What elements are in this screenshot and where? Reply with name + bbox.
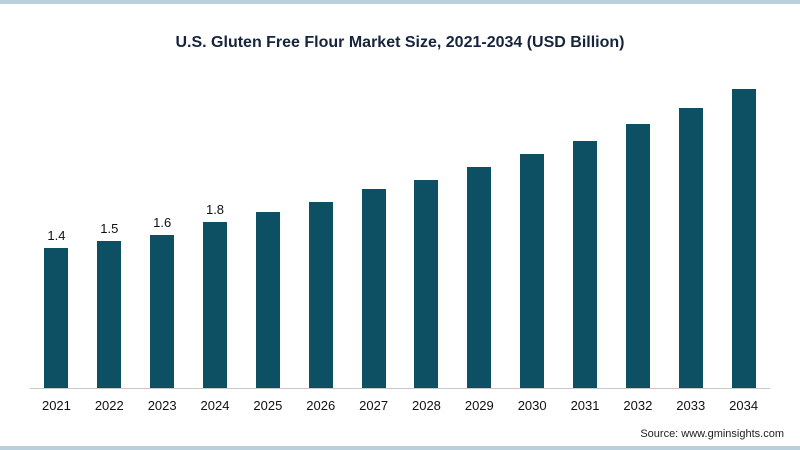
bar-2024 — [203, 222, 227, 388]
bar-column-2024: 1.8 — [189, 202, 242, 388]
bar-column-2023: 1.6 — [136, 215, 189, 388]
x-tick-2029: 2029 — [464, 398, 494, 413]
bar-2029 — [467, 167, 492, 388]
bar-column-2028 — [400, 160, 453, 388]
bar-column-2021: 1.4 — [30, 228, 83, 388]
bar-column-2034 — [717, 69, 770, 388]
bar-2028 — [414, 180, 439, 388]
bar-column-2031 — [559, 121, 612, 388]
x-tick-2034: 2034 — [729, 398, 759, 413]
chart-title: U.S. Gluten Free Flour Market Size, 2021… — [175, 34, 625, 51]
x-tick-2024: 2024 — [200, 398, 230, 413]
plot-area: 1.4 1.5 1.6 1.8 — [30, 84, 770, 389]
bar-2021 — [44, 248, 69, 388]
x-tick-2025: 2025 — [253, 398, 283, 413]
bar-2027 — [361, 189, 386, 388]
value-label-2023: 1.6 — [153, 215, 172, 230]
x-tick-2032: 2032 — [623, 398, 653, 413]
x-tick-2027: 2027 — [359, 398, 389, 413]
x-tick-2022: 2022 — [94, 398, 124, 413]
bar-column-2022: 1.5 — [83, 221, 136, 388]
value-label-2021: 1.4 — [47, 228, 66, 243]
bar-column-2027 — [347, 169, 400, 388]
top-accent-bar — [0, 0, 800, 4]
bar-column-2029 — [453, 147, 506, 388]
x-tick-2033: 2033 — [676, 398, 706, 413]
bar-2022 — [97, 241, 122, 388]
x-tick-2028: 2028 — [411, 398, 441, 413]
bar-column-2032 — [611, 104, 664, 388]
bar-2026 — [308, 202, 333, 388]
bar-2023 — [150, 235, 175, 388]
x-tick-2021: 2021 — [41, 398, 71, 413]
bar-column-2025 — [241, 192, 294, 388]
value-label-2024: 1.8 — [205, 202, 225, 217]
bar-column-2026 — [294, 182, 347, 388]
plot-wrapper: 1.4 1.5 1.6 1.8 2021 2022 2023 2024 2025 2026 202… — [30, 84, 770, 413]
value-label-2022: 1.5 — [100, 221, 119, 236]
bar-2034 — [731, 89, 756, 388]
bottom-accent-bar — [0, 446, 800, 450]
bar-2030 — [520, 154, 545, 388]
bar-column-2030 — [506, 134, 559, 388]
bar-2033 — [678, 108, 703, 388]
x-tick-2030: 2030 — [517, 398, 547, 413]
bar-2032 — [625, 124, 650, 388]
x-tick-2026: 2026 — [306, 398, 336, 413]
bar-2031 — [573, 141, 598, 388]
x-axis: 2021 2022 2023 2024 2025 2026 2027 2028 2029 2030… — [30, 398, 770, 413]
bar-2025 — [255, 212, 280, 388]
x-tick-2023: 2023 — [147, 398, 177, 413]
source-text: Source: www.gminsights.com — [640, 428, 784, 440]
x-tick-2031: 2031 — [570, 398, 600, 413]
bar-column-2033 — [664, 88, 717, 388]
